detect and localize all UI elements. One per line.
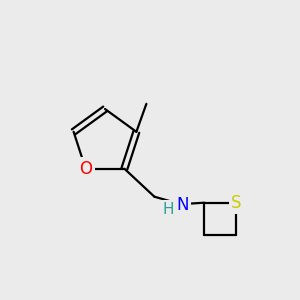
Text: N: N bbox=[176, 196, 189, 214]
Text: H: H bbox=[163, 202, 174, 217]
Text: O: O bbox=[79, 160, 92, 178]
Text: S: S bbox=[231, 194, 242, 212]
